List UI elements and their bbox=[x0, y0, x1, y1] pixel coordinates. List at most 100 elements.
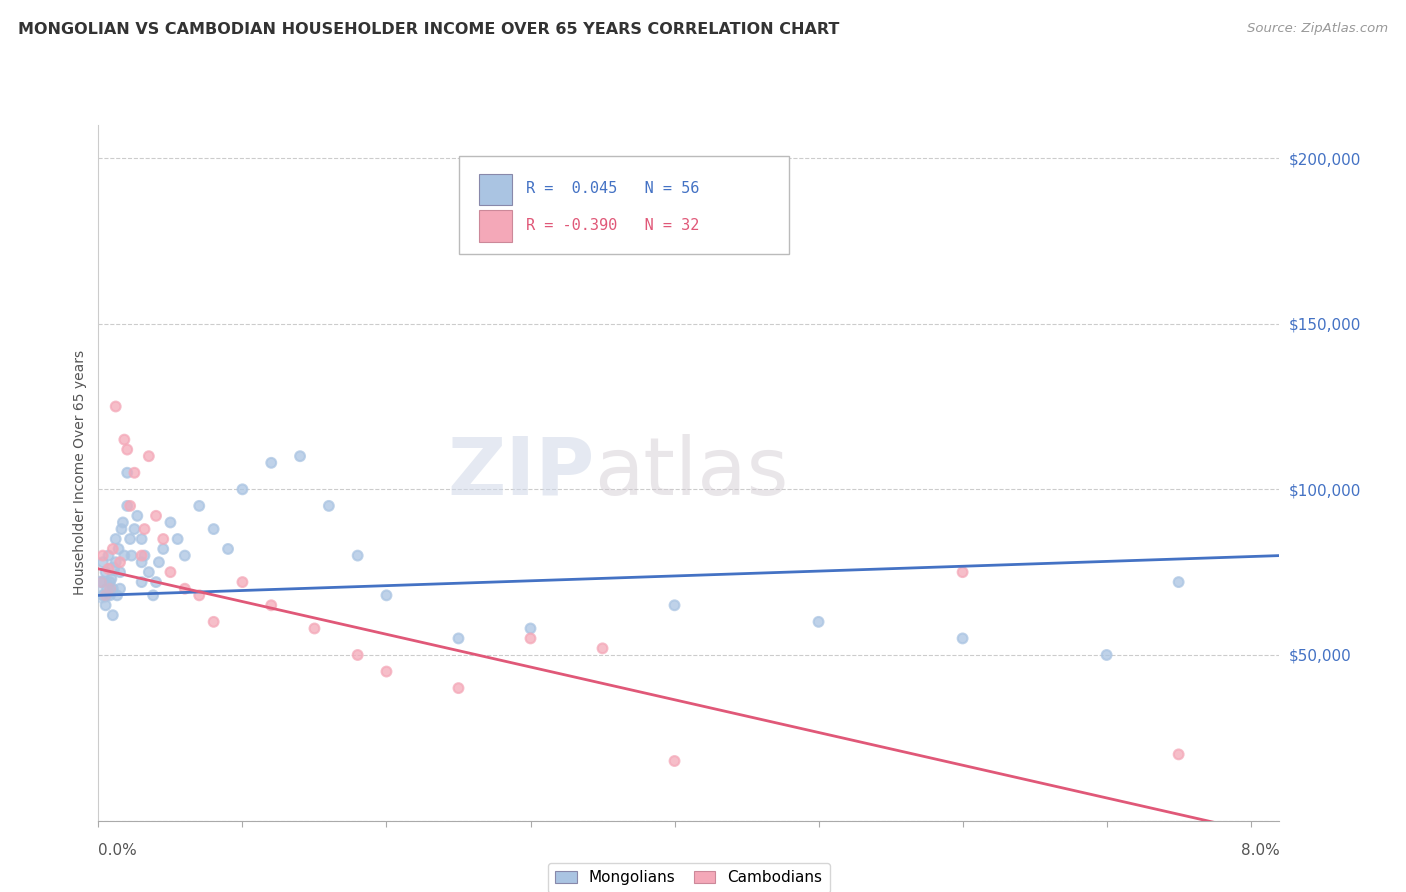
Bar bbox=[478, 211, 512, 242]
Point bbox=[159, 565, 181, 579]
Point bbox=[952, 632, 974, 646]
Point bbox=[91, 549, 114, 563]
Point bbox=[110, 522, 132, 536]
Point bbox=[115, 499, 138, 513]
Point bbox=[346, 648, 368, 662]
Bar bbox=[478, 174, 512, 205]
Point bbox=[104, 532, 127, 546]
Point bbox=[98, 588, 121, 602]
Point bbox=[115, 442, 138, 457]
Point bbox=[131, 555, 153, 569]
Point bbox=[91, 555, 114, 569]
Point bbox=[134, 522, 156, 536]
Point bbox=[173, 549, 195, 563]
Point bbox=[120, 532, 142, 546]
Point bbox=[519, 622, 541, 636]
Point bbox=[304, 622, 326, 636]
Point bbox=[100, 572, 122, 586]
Text: MONGOLIAN VS CAMBODIAN HOUSEHOLDER INCOME OVER 65 YEARS CORRELATION CHART: MONGOLIAN VS CAMBODIAN HOUSEHOLDER INCOM… bbox=[18, 22, 839, 37]
Point bbox=[104, 400, 127, 414]
Point bbox=[120, 499, 142, 513]
Text: R =  0.045   N = 56: R = 0.045 N = 56 bbox=[526, 181, 699, 195]
Point bbox=[188, 588, 211, 602]
Point bbox=[121, 549, 143, 563]
Point bbox=[97, 549, 120, 563]
Point bbox=[131, 532, 153, 546]
Point bbox=[375, 665, 398, 679]
Point bbox=[104, 555, 127, 569]
Point bbox=[260, 456, 283, 470]
Point bbox=[231, 483, 253, 497]
Point bbox=[159, 516, 181, 530]
Point bbox=[134, 549, 156, 563]
Point bbox=[96, 582, 118, 596]
Point bbox=[124, 522, 146, 536]
Point bbox=[98, 575, 121, 590]
Point bbox=[288, 449, 311, 463]
Point bbox=[664, 599, 686, 613]
Point bbox=[105, 588, 128, 602]
Point bbox=[131, 575, 153, 590]
Point bbox=[138, 449, 160, 463]
Point bbox=[127, 508, 149, 523]
Point bbox=[98, 582, 121, 596]
Point bbox=[202, 615, 225, 629]
Point bbox=[111, 516, 134, 530]
Point bbox=[108, 582, 131, 596]
Point bbox=[346, 549, 368, 563]
Point bbox=[101, 582, 124, 596]
Point bbox=[231, 575, 253, 590]
Point bbox=[90, 575, 112, 590]
Point bbox=[138, 565, 160, 579]
Point bbox=[90, 582, 112, 596]
Point bbox=[94, 599, 117, 613]
Point bbox=[447, 681, 470, 695]
Point bbox=[108, 555, 131, 569]
Point bbox=[90, 575, 112, 590]
Point bbox=[202, 522, 225, 536]
Point bbox=[101, 541, 124, 556]
Text: Source: ZipAtlas.com: Source: ZipAtlas.com bbox=[1247, 22, 1388, 36]
Point bbox=[260, 599, 283, 613]
Point bbox=[166, 532, 188, 546]
Text: 0.0%: 0.0% bbox=[98, 843, 138, 858]
Point bbox=[94, 588, 117, 602]
Point bbox=[152, 541, 174, 556]
Point bbox=[145, 575, 167, 590]
Point bbox=[188, 499, 211, 513]
Point bbox=[148, 555, 170, 569]
Point bbox=[142, 588, 165, 602]
Point bbox=[97, 562, 120, 576]
Point bbox=[952, 565, 974, 579]
Text: R = -0.390   N = 32: R = -0.390 N = 32 bbox=[526, 218, 699, 233]
Point bbox=[112, 549, 135, 563]
Point bbox=[592, 641, 614, 656]
Point bbox=[94, 565, 117, 579]
Point bbox=[217, 541, 239, 556]
Text: 8.0%: 8.0% bbox=[1240, 843, 1279, 858]
Point bbox=[112, 433, 135, 447]
Point bbox=[807, 615, 830, 629]
Point bbox=[91, 588, 114, 602]
FancyBboxPatch shape bbox=[458, 156, 789, 253]
Legend: Mongolians, Cambodians: Mongolians, Cambodians bbox=[548, 863, 830, 892]
Y-axis label: Householder Income Over 65 years: Householder Income Over 65 years bbox=[73, 351, 87, 595]
Text: ZIP: ZIP bbox=[447, 434, 595, 512]
Point bbox=[1095, 648, 1118, 662]
Point bbox=[1167, 747, 1189, 762]
Point bbox=[173, 582, 195, 596]
Text: atlas: atlas bbox=[595, 434, 789, 512]
Point bbox=[145, 508, 167, 523]
Point bbox=[664, 754, 686, 768]
Point bbox=[1167, 575, 1189, 590]
Point bbox=[101, 608, 124, 623]
Point bbox=[375, 588, 398, 602]
Point bbox=[318, 499, 340, 513]
Point bbox=[108, 565, 131, 579]
Point bbox=[124, 466, 146, 480]
Point bbox=[107, 541, 129, 556]
Point bbox=[131, 549, 153, 563]
Point bbox=[115, 466, 138, 480]
Point bbox=[152, 532, 174, 546]
Point bbox=[519, 632, 541, 646]
